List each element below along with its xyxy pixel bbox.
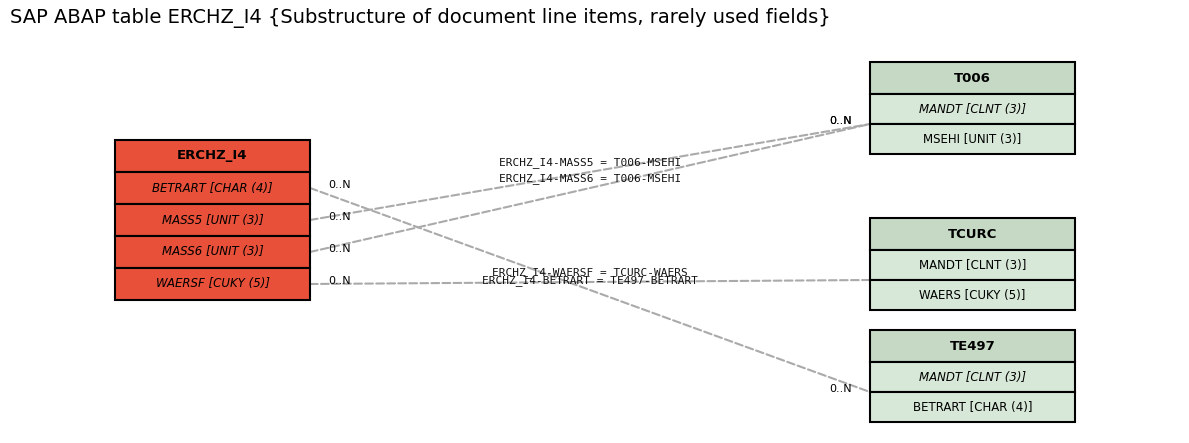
Text: ERCHZ_I4-BETRART = TE497-BETRART: ERCHZ_I4-BETRART = TE497-BETRART [482, 275, 698, 286]
FancyBboxPatch shape [870, 392, 1075, 422]
FancyBboxPatch shape [870, 280, 1075, 310]
Text: ERCHZ_I4-MASS6 = T006-MSEHI: ERCHZ_I4-MASS6 = T006-MSEHI [499, 173, 681, 184]
Text: BETRART [CHAR (4)]: BETRART [CHAR (4)] [152, 182, 272, 194]
Text: MANDT [CLNT (3)]: MANDT [CLNT (3)] [919, 259, 1026, 272]
Text: MANDT [CLNT (3)]: MANDT [CLNT (3)] [919, 102, 1026, 116]
Text: T006: T006 [954, 71, 990, 85]
Text: MASS5 [UNIT (3)]: MASS5 [UNIT (3)] [162, 214, 264, 226]
Text: 0..N: 0..N [328, 180, 351, 190]
Text: ERCHZ_I4-MASS5 = T006-MSEHI: ERCHZ_I4-MASS5 = T006-MSEHI [499, 157, 681, 168]
FancyBboxPatch shape [115, 236, 310, 268]
FancyBboxPatch shape [115, 140, 310, 172]
FancyBboxPatch shape [115, 204, 310, 236]
Text: 0..N: 0..N [328, 244, 351, 254]
Text: TE497: TE497 [950, 339, 995, 353]
Text: 0..N: 0..N [830, 116, 853, 126]
Text: BETRART [CHAR (4)]: BETRART [CHAR (4)] [913, 400, 1032, 413]
FancyBboxPatch shape [870, 62, 1075, 94]
FancyBboxPatch shape [115, 172, 310, 204]
FancyBboxPatch shape [870, 330, 1075, 362]
Text: TCURC: TCURC [948, 228, 998, 241]
FancyBboxPatch shape [870, 94, 1075, 124]
Text: WAERSF [CUKY (5)]: WAERSF [CUKY (5)] [156, 277, 270, 291]
Text: MASS6 [UNIT (3)]: MASS6 [UNIT (3)] [162, 245, 264, 259]
FancyBboxPatch shape [115, 268, 310, 300]
Text: WAERS [CUKY (5)]: WAERS [CUKY (5)] [919, 288, 1026, 302]
FancyBboxPatch shape [870, 250, 1075, 280]
Text: 0..N: 0..N [830, 384, 853, 394]
Text: MANDT [CLNT (3)]: MANDT [CLNT (3)] [919, 370, 1026, 384]
Text: 0..N: 0..N [328, 212, 351, 222]
FancyBboxPatch shape [870, 362, 1075, 392]
Text: 0..N: 0..N [830, 116, 853, 126]
Text: MSEHI [UNIT (3)]: MSEHI [UNIT (3)] [924, 132, 1021, 145]
FancyBboxPatch shape [870, 124, 1075, 154]
Text: ERCHZ_I4: ERCHZ_I4 [177, 149, 247, 163]
Text: SAP ABAP table ERCHZ_I4 {Substructure of document line items, rarely used fields: SAP ABAP table ERCHZ_I4 {Substructure of… [10, 8, 831, 28]
FancyBboxPatch shape [870, 218, 1075, 250]
Text: 0..N: 0..N [328, 276, 351, 286]
Text: ERCHZ_I4-WAERSF = TCURC-WAERS: ERCHZ_I4-WAERSF = TCURC-WAERS [492, 267, 688, 278]
